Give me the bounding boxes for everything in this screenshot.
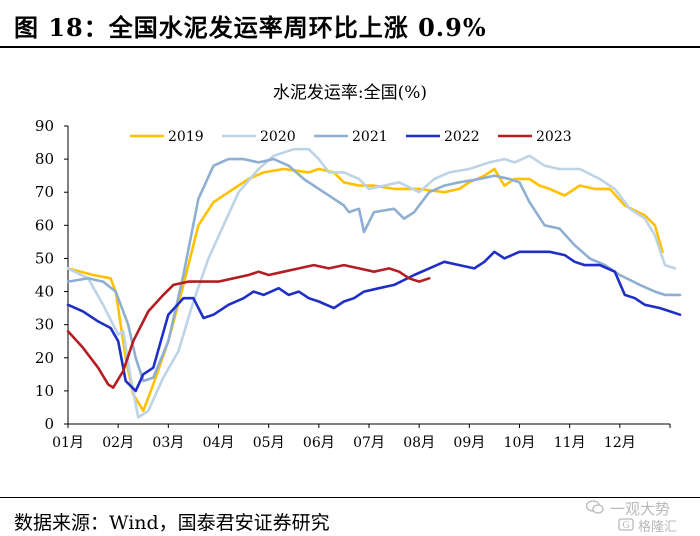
bottom-rule <box>0 497 700 498</box>
watermark: 一观大势 G 格隆汇 <box>580 496 698 536</box>
x-tick-label: 11月 <box>554 435 586 451</box>
series-line-2021 <box>66 157 682 383</box>
x-tick-label: 06月 <box>303 435 335 451</box>
figure-title: 图 18：全国水泥发运率周环比上涨 0.9% <box>14 13 487 42</box>
line-chart: 水泥发运率:全国(%) 2019 2020 2021 2022 2023 0 10 20 30… <box>35 83 682 451</box>
y-tick-label: 50 <box>35 249 54 267</box>
series-line-2022 <box>66 250 682 393</box>
y-tick-label: 90 <box>35 117 54 135</box>
y-axis: 0 10 20 30 40 50 60 70 80 90 <box>35 117 69 433</box>
watermark-text: 一观大势 <box>610 500 671 518</box>
series-line-2019 <box>66 167 664 413</box>
x-tick-label: 04月 <box>203 435 235 451</box>
gelonghui-logo-icon: G <box>618 518 634 531</box>
x-tick-label: 10月 <box>504 435 536 451</box>
y-tick-label: 20 <box>35 349 54 367</box>
y-tick-label: 80 <box>35 150 54 168</box>
watermark-brand: 格隆汇 <box>638 520 678 535</box>
x-axis: 01月 02月 03月 04月 05月 06月 07月 08月 09月 10月 11月 12月 <box>52 423 671 451</box>
series-line-2020 <box>66 147 677 419</box>
x-tick-label: 07月 <box>353 435 385 451</box>
source-note: 数据来源：Wind，国泰君安证券研究 <box>14 512 330 534</box>
x-tick-label: 09月 <box>453 435 485 451</box>
y-tick-label: 0 <box>44 415 54 433</box>
series-line-2023 <box>66 263 431 389</box>
chart-legend: 2019 2020 2021 2022 2023 <box>130 129 572 145</box>
y-tick-label: 40 <box>35 283 54 301</box>
series-layer <box>66 147 682 419</box>
legend-item-2021: 2021 <box>314 129 388 145</box>
x-tick-label: 12月 <box>604 435 636 451</box>
x-tick-label: 05月 <box>253 435 285 451</box>
legend-label: 2021 <box>352 129 388 145</box>
legend-label: 2023 <box>536 129 572 145</box>
legend-item-2022: 2022 <box>406 129 480 145</box>
chart-title: 水泥发运率:全国(%) <box>273 83 427 103</box>
figure-header: 图 18：全国水泥发运率周环比上涨 0.9% <box>0 0 700 48</box>
legend-label: 2020 <box>260 129 296 145</box>
y-tick-label: 30 <box>35 316 54 334</box>
x-tick-label: 02月 <box>102 435 134 451</box>
legend-item-2020: 2020 <box>222 129 296 145</box>
top-rule <box>0 46 700 48</box>
legend-label: 2022 <box>444 129 480 145</box>
y-tick-label: 10 <box>35 382 54 400</box>
legend-label: 2019 <box>168 129 204 145</box>
x-tick-label: 08月 <box>403 435 435 451</box>
y-tick-label: 60 <box>35 216 54 234</box>
y-tick-label: 70 <box>35 183 54 201</box>
svg-text:G: G <box>622 521 629 531</box>
x-tick-label: 03月 <box>152 435 184 451</box>
legend-item-2023: 2023 <box>498 129 572 145</box>
wechat-icon <box>586 500 604 514</box>
legend-item-2019: 2019 <box>130 129 204 145</box>
x-tick-label: 01月 <box>52 435 84 451</box>
